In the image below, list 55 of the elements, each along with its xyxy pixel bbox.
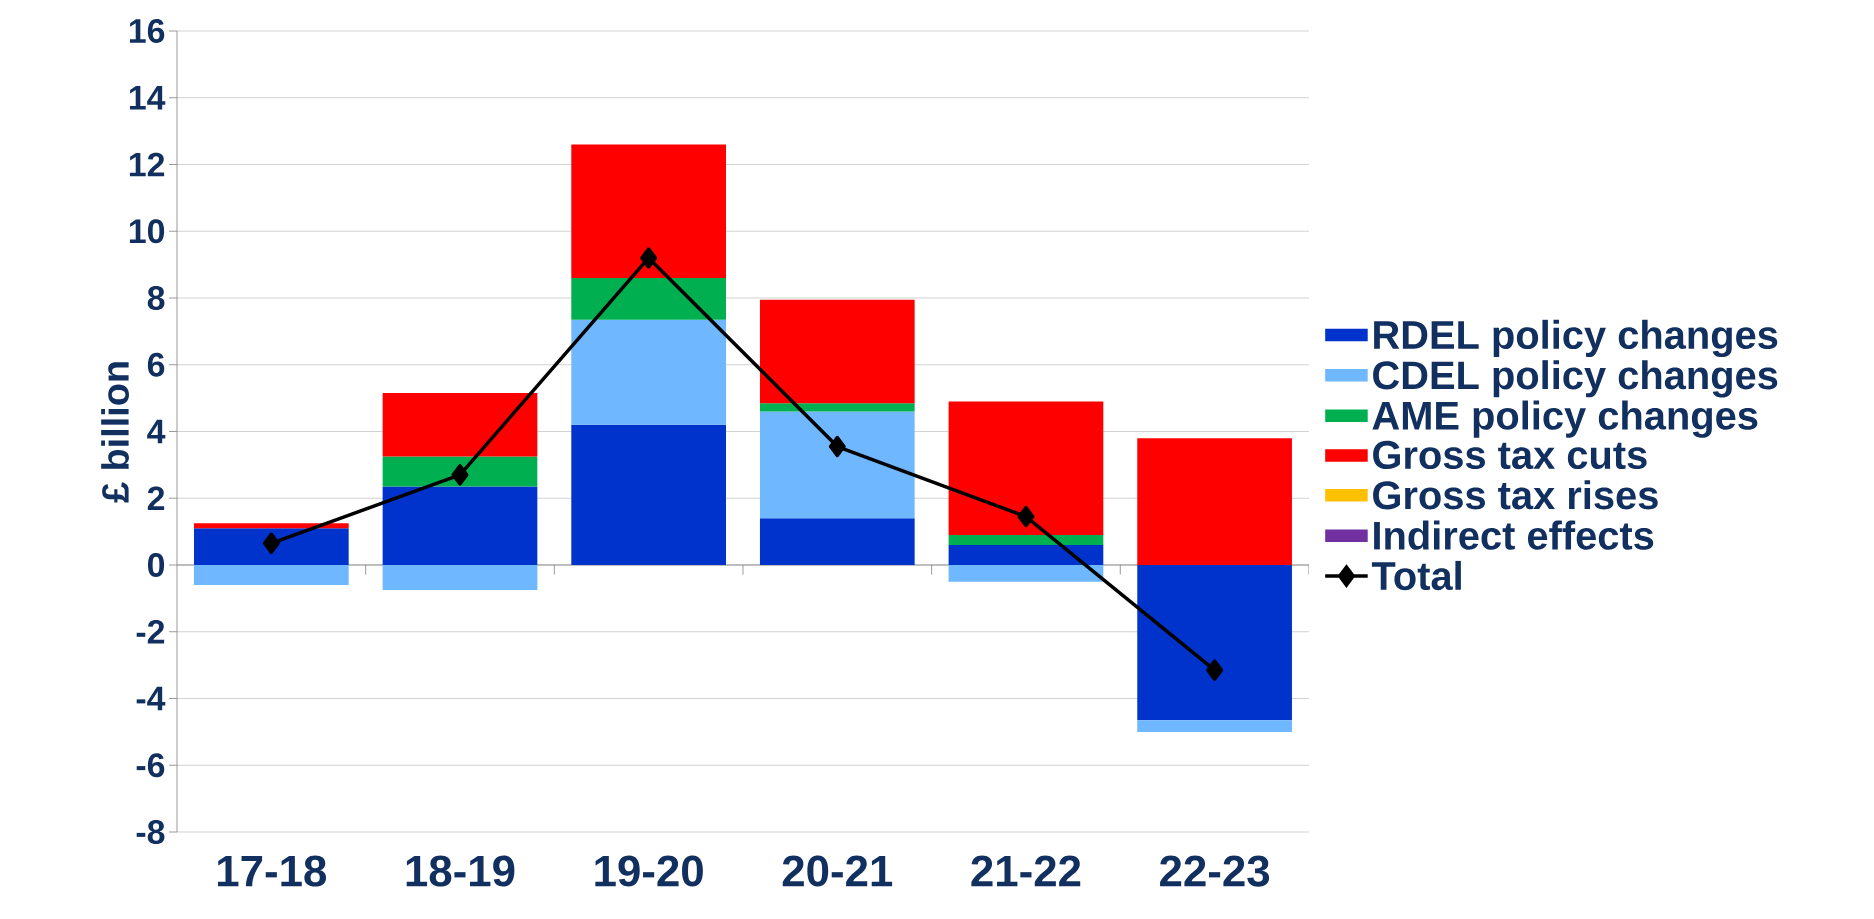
bar: [193, 565, 349, 586]
bar: [948, 534, 1104, 545]
y-tick-label: 0: [147, 553, 165, 577]
legend-label: RDEL policy changes: [1374, 319, 1778, 358]
bar: [759, 518, 915, 565]
point: [262, 532, 280, 555]
bar: [382, 456, 538, 487]
x-tick-label: 17-18: [218, 855, 327, 887]
y-tick-label: -6: [136, 753, 165, 778]
y-axis-title: £ billion: [101, 362, 129, 503]
y-tick-label: 8: [147, 286, 165, 310]
point: [451, 464, 469, 486]
y-tick-label: 4: [147, 419, 166, 444]
legend-label: CDEL policy changes: [1373, 360, 1778, 398]
legend-label: Gross tax cuts: [1373, 440, 1647, 470]
bar: [948, 401, 1104, 535]
legend-label: Total: [1371, 560, 1461, 591]
x-tick-label: 21-22: [971, 855, 1081, 887]
bar: [759, 411, 915, 519]
bar: [1137, 565, 1292, 721]
x-tick-label: 19-20: [595, 855, 703, 887]
bar: [571, 424, 726, 565]
point: [1017, 505, 1035, 528]
legend-label: AME policy changes: [1372, 400, 1758, 438]
bar: [193, 528, 349, 565]
bar: [1137, 720, 1292, 732]
bar: [382, 486, 538, 565]
bar: [948, 544, 1104, 565]
point: [1206, 659, 1224, 681]
bar: [1137, 438, 1292, 565]
y-tick-label: -4: [136, 686, 166, 711]
bar: [759, 299, 915, 404]
y-tick-label: -8: [136, 820, 165, 844]
bar: [759, 403, 915, 412]
x-tick-label: 22-23: [1160, 855, 1270, 887]
legend-label: Indirect effects: [1374, 520, 1654, 550]
bar: [382, 393, 538, 457]
y-tick-label: 12: [129, 152, 165, 177]
bar: [382, 565, 538, 591]
bar: [948, 565, 1104, 582]
point: [640, 247, 658, 269]
point: [828, 435, 846, 458]
x-tick-label: 18-19: [406, 855, 515, 887]
y-tick-label: 6: [147, 352, 165, 377]
bar: [193, 523, 349, 529]
y-tick-label: 10: [129, 219, 165, 244]
bar: [571, 319, 726, 425]
y-tick-label: -2: [136, 619, 165, 644]
x-tick-label: 20-21: [782, 855, 893, 887]
legend-label: Gross tax rises: [1373, 480, 1658, 510]
bar: [571, 144, 726, 278]
bar: [571, 277, 726, 320]
y-tick-label: 14: [129, 86, 166, 110]
y-tick-label: 2: [147, 486, 165, 511]
y-tick-label: 16: [129, 19, 165, 43]
